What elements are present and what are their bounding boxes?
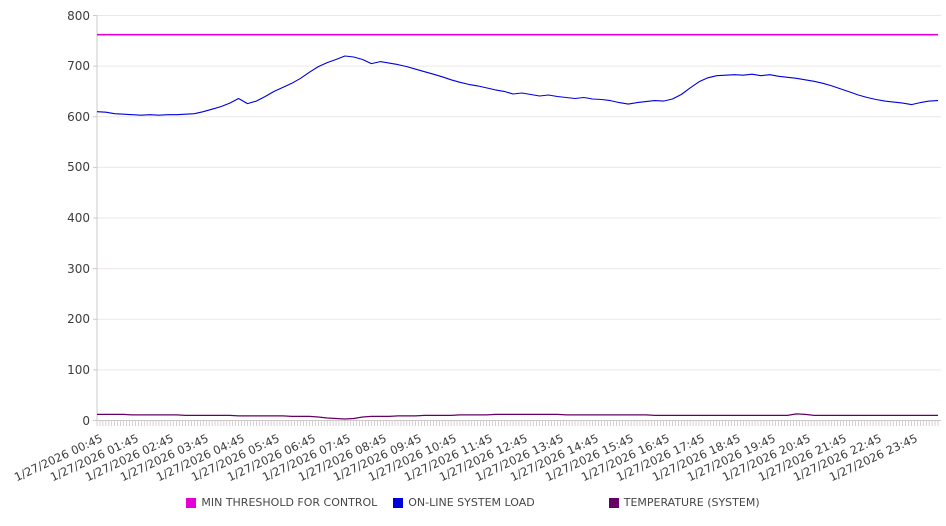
y-axis-label: 200 (67, 312, 90, 327)
y-axis-label: 300 (67, 261, 90, 276)
legend-label-temperature-system: TEMPERATURE (SYSTEM) (623, 496, 760, 509)
legend-swatch-purple-icon (608, 497, 619, 508)
y-axis-label: 100 (67, 362, 90, 377)
legend-item-temperature-system[interactable]: TEMPERATURE (SYSTEM) (608, 496, 760, 509)
series-line-temperature-system- (97, 413, 938, 420)
y-axis-label: 500 (67, 160, 90, 175)
chart-legend: MIN THRESHOLD FOR CONTROL ON-LINE SYSTEM… (0, 496, 946, 509)
series-line-on-line-system-load (96, 55, 939, 116)
legend-label-online-system-load: ON-LINE SYSTEM LOAD (408, 496, 535, 509)
y-axis-label: 0 (82, 413, 90, 428)
legend-swatch-magenta-icon (186, 497, 197, 508)
plot-area (93, 15, 941, 426)
legend-swatch-blue-icon (393, 497, 404, 508)
legend-label-min-threshold: MIN THRESHOLD FOR CONTROL (201, 496, 378, 509)
legend-item-online-system-load[interactable]: ON-LINE SYSTEM LOAD (393, 496, 535, 509)
y-axis-label: 600 (67, 109, 90, 124)
y-axis-label: 700 (67, 59, 90, 74)
legend-item-min-threshold[interactable]: MIN THRESHOLD FOR CONTROL (186, 496, 377, 509)
y-axis-label: 400 (67, 211, 90, 225)
y-axis-label: 800 (67, 8, 90, 23)
